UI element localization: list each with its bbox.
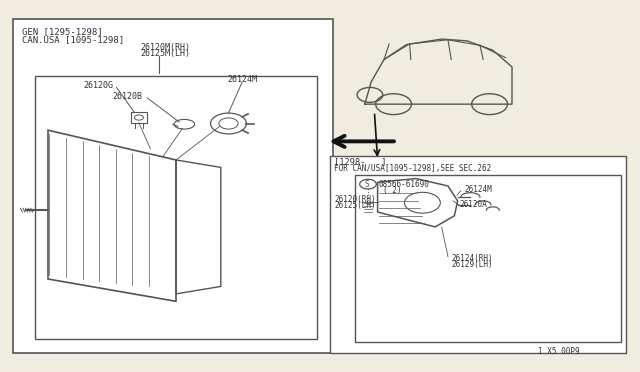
Text: 26125(LH): 26125(LH) (334, 201, 376, 210)
Text: FOR CAN/USA[1095-1298],SEE SEC.262: FOR CAN/USA[1095-1298],SEE SEC.262 (334, 164, 492, 173)
Text: 26125M(LH): 26125M(LH) (141, 49, 191, 58)
Text: GEN [1295-1298]: GEN [1295-1298] (22, 27, 103, 36)
Text: 26120(RH): 26120(RH) (334, 195, 376, 203)
Text: ( 2): ( 2) (383, 186, 401, 195)
Text: 26120M(RH): 26120M(RH) (141, 43, 191, 52)
Text: 26124M: 26124M (464, 185, 492, 194)
Bar (131, 112, 147, 123)
Text: 26120G: 26120G (83, 81, 113, 90)
Text: S: S (364, 180, 369, 189)
Text: 26124M: 26124M (227, 76, 257, 84)
Bar (355, 175, 621, 342)
Text: 26129(LH): 26129(LH) (451, 260, 493, 269)
Bar (35, 76, 317, 339)
Text: 26120B: 26120B (112, 92, 142, 101)
Text: 26120A: 26120A (460, 200, 487, 209)
Text: [1298-   ]: [1298- ] (334, 157, 387, 166)
Text: 1 X5 00P9: 1 X5 00P9 (538, 347, 579, 356)
Bar (330, 156, 626, 353)
Bar (13, 19, 333, 353)
Text: 26124(RH): 26124(RH) (451, 254, 493, 263)
Text: 08566-61690: 08566-61690 (379, 180, 429, 189)
Text: CAN.USA [1095-1298]: CAN.USA [1095-1298] (22, 35, 125, 44)
